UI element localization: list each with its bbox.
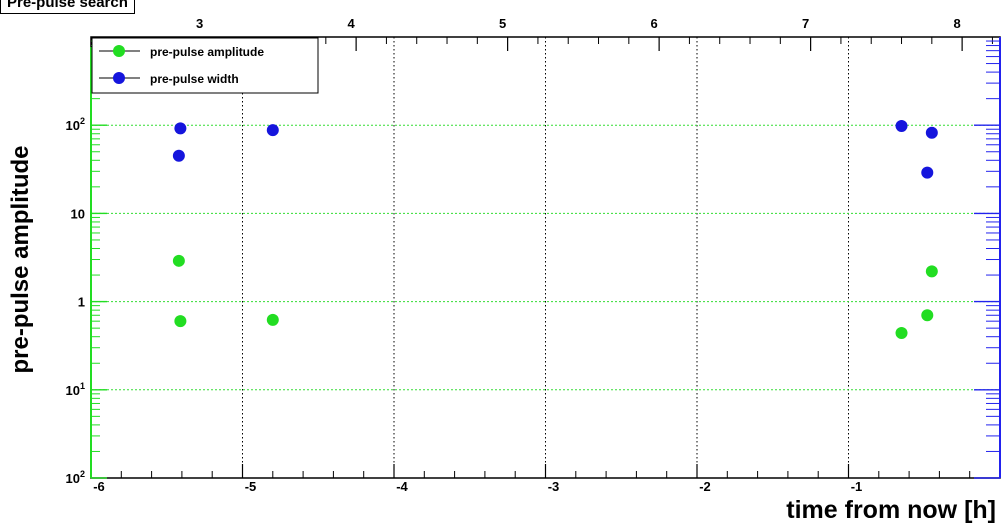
points-layer	[172, 119, 938, 340]
legend: pre-pulse amplitude pre-pulse width	[91, 37, 319, 94]
top-tick-label: 7	[802, 16, 809, 31]
data-point	[266, 124, 279, 137]
ticks-layer	[90, 37, 1001, 479]
top-tick-label: 8	[954, 16, 961, 31]
data-point	[172, 254, 185, 267]
data-point	[895, 119, 908, 132]
top-tick-label: 3	[196, 16, 203, 31]
data-point	[895, 327, 908, 340]
grid-layer	[91, 37, 1000, 478]
x-tick-label: -4	[396, 479, 408, 494]
y-tick-label: 102	[66, 116, 85, 133]
legend-box	[91, 37, 319, 94]
legend-marker	[113, 45, 125, 57]
data-point	[925, 126, 938, 139]
data-point	[174, 122, 187, 135]
y-tick-label: 1	[78, 295, 85, 310]
y-tick-label: 101	[66, 381, 85, 398]
x-tick-label: -3	[548, 479, 560, 494]
y-axis-title: pre-pulse amplitude	[7, 145, 34, 373]
x-tick-label: -2	[699, 479, 711, 494]
x-tick-label: -5	[245, 479, 257, 494]
data-point	[925, 265, 938, 278]
x-axis-title: time from now [h]	[786, 496, 996, 524]
data-point	[921, 166, 934, 179]
chart-title: Pre-pulse search	[0, 0, 135, 14]
y-tick-label: 10	[71, 206, 85, 221]
legend-marker	[113, 72, 125, 84]
y-tick-label: 102	[66, 469, 85, 486]
data-point	[921, 309, 934, 322]
legend-label: pre-pulse width	[150, 72, 239, 86]
data-point	[174, 315, 187, 328]
labels-layer: -6-5-4-3-2-10345678102101110102	[66, 16, 961, 494]
top-tick-label: 5	[499, 16, 506, 31]
data-point	[172, 149, 185, 162]
top-tick-label: 4	[348, 16, 356, 31]
data-point	[266, 313, 279, 326]
x-tick-label: -6	[93, 479, 105, 494]
legend-label: pre-pulse amplitude	[150, 45, 264, 59]
top-tick-label: 6	[651, 16, 658, 31]
x-tick-label: -1	[851, 479, 863, 494]
